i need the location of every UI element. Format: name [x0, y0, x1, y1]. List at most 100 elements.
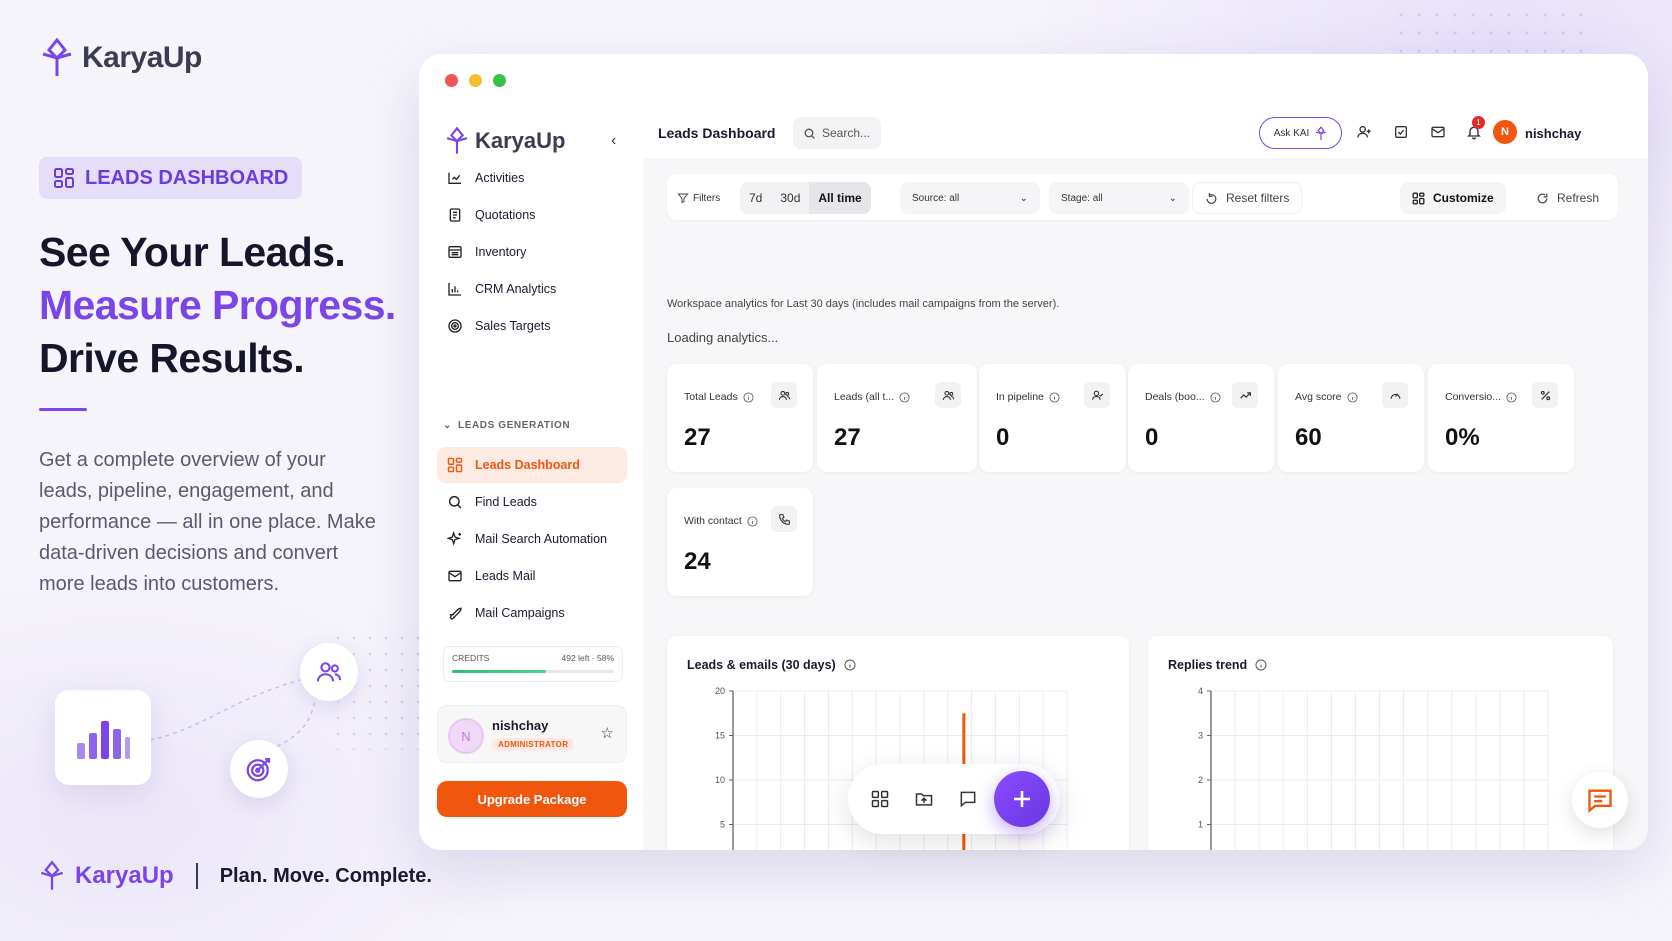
refresh-button[interactable]: Refresh	[1524, 182, 1612, 214]
page-title: Leads Dashboard	[658, 125, 776, 141]
kpi-label-text: Leads (all t...	[834, 391, 895, 403]
kpi-label-text: Total Leads	[684, 391, 738, 403]
reset-label: Reset filters	[1226, 191, 1290, 205]
chart-replies-trend: Replies trend 01234	[1148, 636, 1613, 850]
y-tick-label: 1	[1198, 820, 1203, 830]
mail-icon[interactable]	[1430, 124, 1446, 140]
customize-button[interactable]: Customize	[1400, 182, 1506, 214]
sidebar-item-label: Leads Mail	[475, 569, 536, 583]
kpi-card: Total Leads 27	[667, 364, 813, 472]
reset-icon	[1206, 192, 1217, 204]
ask-kai-button[interactable]: Ask KAI	[1259, 117, 1342, 149]
grid-icon	[447, 457, 463, 473]
sidebar-item-sales-targets[interactable]: Sales Targets	[437, 308, 627, 344]
close-window-button[interactable]	[445, 74, 458, 87]
y-tick-label: 20	[715, 686, 725, 696]
grid-icon	[54, 168, 74, 188]
chevron-down-icon: ⌄	[1168, 192, 1177, 204]
search-input[interactable]: Search...	[793, 117, 881, 149]
kpi-label: Conversio...	[1445, 391, 1517, 403]
info-icon[interactable]	[1506, 391, 1517, 403]
avatar: N	[448, 718, 484, 754]
chart-plot: 01234	[1198, 686, 1549, 850]
info-icon[interactable]	[1346, 391, 1358, 403]
filters-button[interactable]: Filters	[677, 182, 720, 214]
chart-plot: 05101520	[715, 686, 1068, 850]
chart-title-text: Leads & emails (30 days)	[687, 658, 836, 672]
info-icon[interactable]	[1255, 659, 1267, 671]
customize-label: Customize	[1433, 191, 1494, 205]
footer-brand: KaryaUp Plan. Move. Complete.	[39, 860, 432, 892]
add-user-icon[interactable]	[1356, 124, 1372, 140]
range-7d[interactable]: 7d	[749, 191, 763, 205]
avatar[interactable]: N	[1493, 120, 1517, 144]
kpi-label-text: Avg score	[1295, 391, 1342, 403]
sidebar-item-leads-dashboard[interactable]: Leads Dashboard	[437, 447, 627, 483]
grid-icon[interactable]	[870, 789, 890, 809]
role-badge: ADMINISTRATOR	[492, 738, 575, 751]
sidebar-item-label: Mail Search Automation	[475, 532, 608, 546]
kpi-label: Deals (boo...	[1145, 391, 1221, 403]
sidebar-item-mail-search-automation[interactable]: Mail Search Automation	[437, 521, 627, 557]
kpi-card: With contact 24	[667, 488, 813, 596]
range-30d[interactable]: 30d	[780, 191, 801, 205]
sidebar-item-crm-analytics[interactable]: CRM Analytics	[437, 271, 627, 307]
task-check-icon[interactable]	[1393, 124, 1409, 140]
bar-chart-icon	[77, 720, 130, 759]
info-icon[interactable]	[743, 391, 754, 403]
sidebar-item-quotations[interactable]: Quotations	[437, 197, 627, 233]
comment-icon[interactable]	[958, 789, 978, 809]
connector-lines	[149, 679, 316, 751]
range-all-time[interactable]: All time	[809, 182, 871, 214]
upgrade-package-button[interactable]: Upgrade Package	[437, 781, 627, 817]
info-icon[interactable]	[1049, 391, 1060, 403]
sidebar-logo[interactable]: KaryaUp	[445, 126, 565, 156]
sidebar-item-leads-mail[interactable]: Leads Mail	[437, 558, 627, 594]
info-icon[interactable]	[899, 391, 910, 403]
chevron-down-icon: ⌄	[1019, 192, 1028, 204]
kpi-label: Leads (all t...	[834, 391, 910, 403]
sidebar-item-find-leads[interactable]: Find Leads	[437, 484, 627, 520]
maximize-window-button[interactable]	[493, 74, 506, 87]
user-name[interactable]: nishchay	[1525, 126, 1582, 141]
rocket-icon	[449, 607, 462, 620]
stage-select[interactable]: Stage: all ⌄	[1049, 182, 1189, 214]
kpi-value: 60	[1295, 424, 1322, 451]
sidebar-item-mail-campaigns[interactable]: Mail Campaigns	[437, 595, 627, 631]
kpi-label: Total Leads	[684, 391, 754, 403]
target-illustration	[230, 740, 288, 798]
collapse-sidebar-icon[interactable]: ‹	[611, 132, 617, 149]
karyaup-logo-icon	[1316, 125, 1327, 140]
top-bar: Leads Dashboard Search... Ask KAI 1 N ni…	[643, 108, 1648, 158]
reset-filters-button[interactable]: Reset filters	[1192, 182, 1303, 214]
info-icon[interactable]	[844, 659, 856, 671]
sidebar-item-inventory[interactable]: Inventory	[437, 234, 627, 270]
add-button[interactable]	[994, 771, 1050, 827]
source-select[interactable]: Source: all ⌄	[900, 182, 1040, 214]
section-leads-generation[interactable]: ⌄ LEADS GENERATION	[443, 420, 570, 431]
minimize-window-button[interactable]	[469, 74, 482, 87]
brand-name: KaryaUp	[82, 41, 202, 74]
section-badge: LEADS DASHBOARD	[39, 157, 303, 199]
karyaup-logo-icon	[42, 38, 72, 76]
credits-label: CREDITS	[452, 653, 490, 663]
chat-button[interactable]	[1572, 772, 1628, 828]
folder-icon[interactable]	[914, 789, 934, 809]
activities-icon	[448, 172, 461, 184]
kpi-value: 0%	[1445, 424, 1480, 451]
target-icon	[448, 319, 462, 333]
trending-up-icon	[1232, 382, 1258, 408]
info-icon[interactable]	[747, 515, 758, 527]
chart-title: Leads & emails (30 days)	[687, 658, 856, 672]
sidebar-item-label: Mail Campaigns	[475, 606, 565, 620]
bar-chart-icon	[448, 283, 461, 296]
sidebar-item-activities[interactable]: Activities	[437, 160, 627, 196]
star-icon[interactable]: ☆	[600, 725, 614, 742]
kpi-value: 24	[684, 548, 711, 575]
info-icon[interactable]	[1209, 391, 1221, 403]
headline-line: Measure Progress.	[39, 282, 396, 328]
credits-fill	[452, 670, 546, 673]
mail-icon	[448, 570, 462, 582]
user-card[interactable]: N nishchay ADMINISTRATOR ☆	[437, 705, 627, 763]
chart-title: Replies trend	[1168, 658, 1267, 672]
